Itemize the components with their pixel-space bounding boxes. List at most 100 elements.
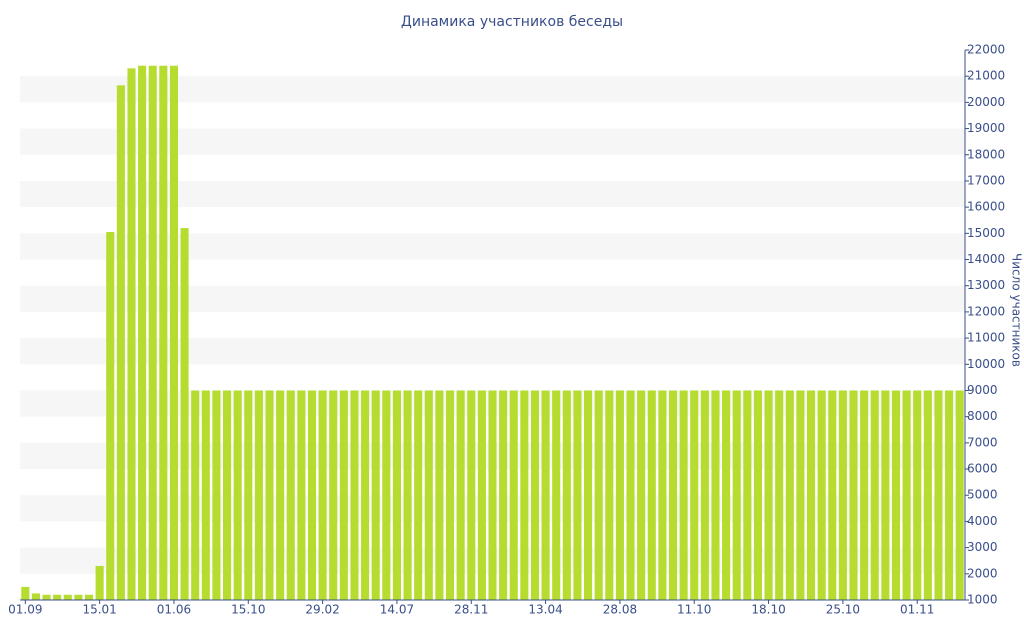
bar [668, 390, 678, 600]
bar [647, 390, 656, 600]
x-tick-label: 15.10 [231, 603, 265, 617]
bar [785, 390, 794, 600]
bar [361, 390, 370, 600]
chart-title: Динамика участников беседы [401, 14, 623, 30]
bar [42, 594, 51, 600]
y-tick-label: 1000 [967, 593, 998, 607]
bar [424, 390, 433, 600]
bar [615, 390, 624, 600]
bar [700, 390, 709, 600]
bar [435, 390, 444, 600]
y-tick-label: 14000 [967, 252, 1005, 266]
bar [541, 390, 550, 600]
bar [382, 390, 391, 600]
y-tick-label: 6000 [967, 462, 998, 476]
bar [307, 390, 317, 600]
bar [254, 390, 263, 600]
bar [127, 68, 136, 601]
x-tick-label: 01.06 [157, 603, 191, 617]
bar [169, 65, 178, 600]
bar [95, 565, 104, 600]
y-tick-label: 13000 [967, 278, 1005, 292]
bar [116, 85, 125, 601]
x-tick-label: 01.11 [900, 603, 934, 617]
bar [467, 390, 476, 600]
bar [955, 390, 964, 600]
bar [63, 594, 72, 600]
bar [530, 390, 540, 600]
x-tick-label: 11.10 [677, 603, 711, 617]
bar [891, 390, 901, 600]
bar [881, 390, 890, 600]
bar [191, 390, 200, 600]
bar [584, 390, 593, 600]
x-tick-label: 15.01 [82, 603, 116, 617]
bar [902, 390, 911, 600]
bar [414, 390, 423, 600]
bar [796, 390, 805, 600]
x-tick-label: 01.09 [8, 603, 42, 617]
bar [753, 390, 762, 600]
y-tick-label: 10000 [967, 357, 1005, 371]
bar [488, 390, 497, 600]
bar [722, 390, 731, 600]
bar [339, 390, 348, 600]
bar [53, 594, 62, 600]
x-tick-label: 28.08 [603, 603, 637, 617]
y-tick-label: 18000 [967, 147, 1005, 161]
bar [849, 390, 858, 600]
y-tick-label: 9000 [967, 383, 998, 397]
bar [679, 390, 688, 600]
y-tick-label: 8000 [967, 409, 998, 423]
y-tick-label: 15000 [967, 226, 1005, 240]
x-tick-label: 29.02 [305, 603, 339, 617]
bar [148, 65, 157, 600]
bar [212, 390, 221, 600]
bar [244, 390, 253, 600]
bar [562, 390, 571, 600]
bar [445, 390, 455, 600]
bar [870, 390, 879, 600]
x-tick-label: 18.10 [751, 603, 785, 617]
bar [21, 586, 30, 600]
bar [31, 593, 40, 600]
y-tick-label: 4000 [967, 514, 998, 528]
bar [286, 390, 295, 600]
bar [637, 390, 646, 600]
y-tick-label: 7000 [967, 435, 998, 449]
y-tick-label: 17000 [967, 173, 1005, 187]
bar [764, 390, 773, 600]
bar [817, 390, 826, 600]
bar [456, 390, 465, 600]
bar [477, 390, 486, 600]
bar [711, 390, 720, 600]
bar [658, 390, 667, 600]
y-axis-label: Число участников [1010, 253, 1024, 367]
bar [732, 390, 741, 600]
bar [74, 594, 83, 600]
bar [913, 390, 922, 600]
y-tick-label: 19000 [967, 121, 1005, 135]
y-tick-label: 16000 [967, 200, 1005, 214]
bar [180, 228, 189, 600]
bar [223, 390, 232, 600]
y-tick-label: 21000 [967, 69, 1005, 83]
bar [276, 390, 285, 600]
bar [201, 390, 210, 600]
bar [106, 232, 115, 600]
y-tick-label: 12000 [967, 304, 1005, 318]
bar [520, 390, 529, 600]
bar [775, 390, 784, 600]
bar [626, 390, 635, 600]
bar [265, 390, 274, 600]
bar [318, 390, 327, 600]
y-tick-label: 11000 [967, 331, 1005, 345]
bar [159, 65, 168, 600]
bar [923, 390, 932, 600]
bar [945, 390, 954, 600]
x-tick-label: 13.04 [528, 603, 562, 617]
bar [860, 390, 869, 600]
bar [509, 390, 518, 600]
bar [233, 390, 242, 600]
